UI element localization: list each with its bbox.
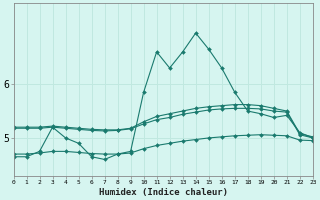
X-axis label: Humidex (Indice chaleur): Humidex (Indice chaleur)	[99, 188, 228, 197]
